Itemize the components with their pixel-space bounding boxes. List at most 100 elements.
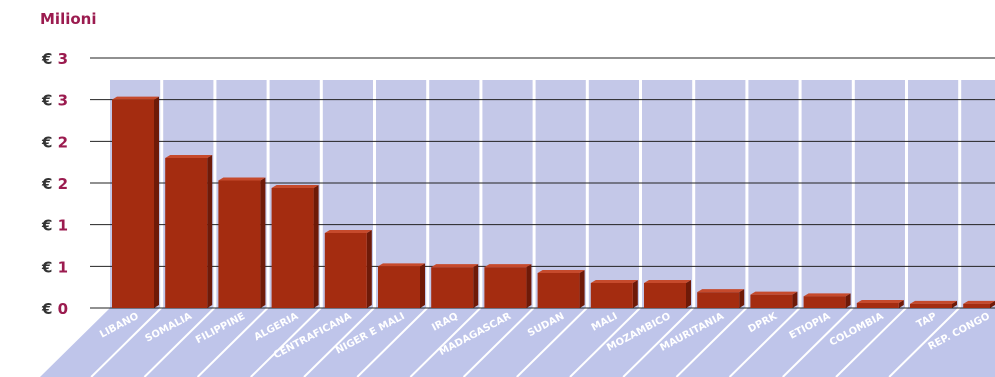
bar-top [697, 289, 745, 293]
bar-front [803, 296, 846, 308]
background-panel [961, 80, 995, 308]
bar-side [898, 300, 904, 308]
bar [963, 300, 995, 308]
bar-top [537, 270, 585, 273]
y-tick-label: € 1 [41, 217, 68, 235]
bar [644, 280, 691, 308]
y-tick-label: € 2 [41, 175, 68, 193]
y-tick-label: € 0 [41, 300, 68, 318]
bar [697, 289, 745, 308]
floor-strip [40, 308, 995, 377]
background-panel [588, 80, 639, 308]
background-panel [801, 80, 852, 308]
floor-divider [569, 307, 641, 377]
floor-divider [196, 307, 269, 377]
floor-divider [782, 307, 854, 377]
background-panel [854, 80, 905, 308]
bar-front [537, 273, 580, 308]
bar [378, 263, 425, 308]
floor-divider [250, 307, 322, 377]
bar-side [207, 155, 213, 308]
bar [112, 96, 159, 309]
bar-top [378, 263, 425, 267]
floor-divider [462, 307, 535, 377]
bar-side [579, 270, 585, 308]
bar-front [324, 233, 367, 308]
floor-divider [303, 307, 375, 377]
bar-top [218, 177, 266, 181]
floor-divider [622, 307, 694, 377]
bar-front [271, 188, 314, 308]
bar-side [845, 293, 851, 308]
bar-front [963, 303, 990, 308]
background-panel [908, 80, 959, 308]
floor-divider [728, 307, 801, 377]
bar-top [644, 280, 691, 283]
bar [165, 155, 213, 308]
bar-top [910, 300, 957, 304]
bar-front [644, 283, 686, 308]
bar-side [632, 280, 638, 308]
bar [324, 230, 372, 308]
bar-top [324, 230, 372, 233]
bar-top [165, 155, 213, 158]
bar [271, 185, 319, 308]
bar-side [420, 263, 425, 308]
bar-top [431, 264, 479, 268]
bar-layer [112, 96, 995, 309]
bar [484, 264, 532, 308]
bar [590, 280, 638, 308]
bar [856, 300, 904, 308]
floor-divider [356, 307, 428, 377]
bar-side [990, 300, 995, 308]
floor-divider [90, 307, 162, 377]
bar-front [856, 303, 899, 308]
background-panel [642, 80, 693, 308]
bar-side [366, 230, 372, 308]
bar [537, 270, 585, 308]
bar-side [792, 291, 798, 308]
background-panel [695, 80, 746, 308]
bar-front [218, 180, 261, 308]
background-panel [748, 80, 799, 308]
bar-side [260, 177, 266, 308]
bar [910, 300, 957, 308]
bar-front [431, 267, 474, 308]
bar [803, 293, 851, 308]
floor-divider [675, 307, 748, 377]
bar [431, 264, 479, 308]
bar-front [590, 283, 633, 308]
bar-front [697, 292, 740, 308]
bar-side [739, 289, 745, 308]
bar-front [484, 267, 527, 308]
bar-side [154, 96, 159, 309]
floor-divider [835, 307, 907, 377]
bar-top [750, 291, 798, 295]
floor-layer [40, 307, 995, 377]
floor-divider [516, 307, 588, 377]
bar-front [910, 303, 952, 308]
bar-top [590, 280, 638, 283]
y-axis-label: Milioni [40, 10, 96, 28]
bar-top [484, 264, 532, 268]
floor-divider [143, 307, 216, 377]
bar [218, 177, 266, 308]
y-axis: € 0 € 1 € 1 € 2 € 2 € 3 € 3 [41, 50, 68, 318]
bar-side [952, 300, 957, 308]
y-tick-label: € 2 [41, 133, 68, 151]
bar-front [378, 266, 420, 308]
bar-front [165, 158, 208, 308]
bar-side [526, 264, 532, 308]
bar-top [112, 96, 159, 100]
bar-side [313, 185, 319, 308]
y-tick-label: € 1 [41, 258, 68, 276]
bar-top [963, 300, 995, 304]
bar [750, 291, 798, 308]
floor-divider [888, 307, 960, 377]
y-tick-label: € 3 [41, 92, 68, 110]
bar-top [803, 293, 851, 297]
bar-front [750, 294, 793, 308]
bar-top [271, 185, 319, 188]
bar-side [473, 264, 479, 308]
